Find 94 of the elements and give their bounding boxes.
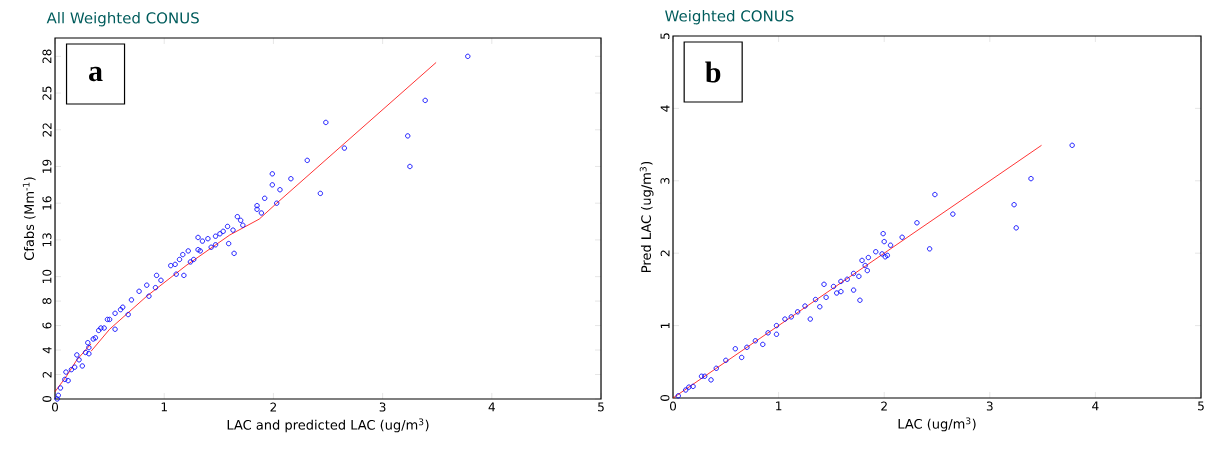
y-tick-label: 19 [42, 159, 52, 173]
point [1069, 142, 1075, 148]
point [821, 281, 827, 287]
y-tick-label: 5 [660, 33, 670, 39]
y-tick-label: 16 [42, 196, 52, 210]
x-tick-label: 4 [488, 402, 495, 412]
x-tick-label: 5 [1198, 401, 1204, 411]
point [782, 316, 788, 322]
point [887, 242, 894, 248]
point [932, 191, 938, 198]
y-tick-label: 1 [660, 322, 670, 329]
point [713, 365, 719, 371]
point [773, 322, 780, 329]
point [899, 234, 905, 240]
point [823, 294, 829, 300]
x-tick-label: 4 [1092, 401, 1099, 411]
point [856, 273, 862, 280]
point [834, 290, 840, 296]
chart-title: Weighted CONUS [665, 9, 794, 25]
point [873, 249, 879, 255]
y-axis-title: Cfabs (Mm$^{-1}$) [22, 177, 36, 260]
point [884, 252, 891, 259]
point [838, 288, 844, 295]
point [850, 270, 857, 277]
point [1013, 225, 1019, 231]
point [864, 267, 870, 274]
annotation: a [89, 66, 103, 82]
y-tick-label: 2 [660, 250, 670, 257]
annotation: b [705, 61, 721, 83]
point [862, 262, 868, 269]
point [812, 296, 819, 303]
point [732, 346, 738, 352]
point [817, 304, 823, 310]
point [926, 246, 933, 252]
x-axis-title: LAC (ug/m$^{3}$) [898, 417, 976, 432]
y-tick-label: 4 [660, 105, 670, 112]
y-tick-label: 0 [42, 395, 52, 403]
y-axis-title: Pred LAC (ug/m$^{3}$) [639, 161, 654, 272]
y-tick-label: 2 [42, 371, 52, 378]
x-tick-label: 3 [986, 401, 993, 411]
point [857, 297, 863, 303]
point [702, 373, 708, 379]
y-tick-label: 8 [42, 298, 52, 305]
x-axis-title: LAC and predicted LAC (ug/m$^{3}$) [227, 418, 429, 433]
point [760, 341, 766, 348]
point [794, 309, 801, 315]
point [914, 220, 920, 226]
x-tick-label: 0 [669, 401, 677, 411]
point [752, 338, 759, 344]
point [838, 278, 844, 285]
point [690, 383, 696, 390]
point [807, 316, 813, 322]
point [865, 254, 872, 261]
x-tick-label: 3 [379, 402, 386, 412]
x-tick-label: 1 [161, 402, 167, 412]
point [850, 287, 857, 293]
point [723, 357, 729, 363]
point [1011, 202, 1017, 208]
y-tick-label: 4 [42, 346, 52, 354]
y-tick-label: 3 [660, 177, 670, 184]
point [686, 384, 692, 390]
x-tick-label: 2 [881, 401, 887, 411]
point [882, 254, 888, 260]
point [708, 377, 714, 383]
point [859, 257, 865, 264]
y-tick-label: 0 [660, 394, 670, 402]
y-tick-label: 13 [42, 233, 52, 247]
y-tick-label: 10 [42, 269, 52, 283]
point [698, 373, 705, 379]
point [765, 330, 771, 336]
x-tick-label: 5 [598, 402, 604, 412]
point [1028, 175, 1034, 182]
point [802, 303, 808, 309]
point [788, 314, 794, 320]
point [683, 387, 689, 393]
point [950, 211, 956, 217]
x-tick-label: 0 [51, 402, 59, 412]
point [675, 393, 681, 399]
y-tick-label: 6 [42, 322, 52, 329]
point [773, 331, 780, 337]
line-series [90, 62, 437, 352]
point [744, 344, 750, 350]
point [881, 238, 887, 245]
point [739, 354, 745, 361]
chart-title: All Weighted CONUS [46, 11, 199, 27]
point [880, 230, 886, 237]
point [830, 283, 837, 290]
y-tick-label: 28 [42, 49, 52, 64]
point [844, 276, 850, 282]
y-tick-label: 22 [42, 123, 52, 137]
y-tick-label: 25 [42, 86, 52, 100]
x-tick-label: 2 [270, 402, 277, 412]
line-series [54, 343, 92, 393]
x-tick-label: 1 [776, 401, 782, 411]
